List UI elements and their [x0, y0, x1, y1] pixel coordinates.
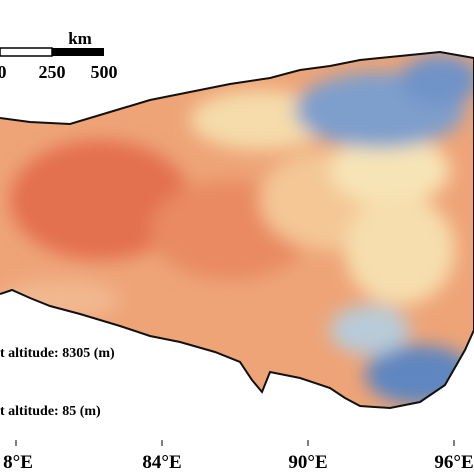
scale-label: 0 — [0, 62, 7, 82]
scale-segment — [52, 48, 104, 56]
longitude-label: 8°E — [3, 452, 33, 473]
scale-label: 500 — [91, 62, 118, 82]
scale-unit: km — [68, 29, 92, 48]
scale-bar: km 0 250 500 — [0, 29, 118, 82]
scale-segment — [0, 47, 53, 57]
longitude-label: 96°E — [434, 452, 473, 473]
longitude-label: 90°E — [288, 452, 327, 473]
elevation-map — [0, 52, 474, 408]
legend-highest: t altitude: 8305 (m) — [0, 346, 115, 361]
scale-label: 250 — [39, 62, 66, 82]
legend-lowest: t altitude: 85 (m) — [0, 404, 101, 419]
longitude-axis: 8°E 84°E 90°E 96°E — [3, 440, 474, 473]
plateau-outline — [0, 50, 474, 410]
longitude-label: 84°E — [142, 452, 181, 473]
